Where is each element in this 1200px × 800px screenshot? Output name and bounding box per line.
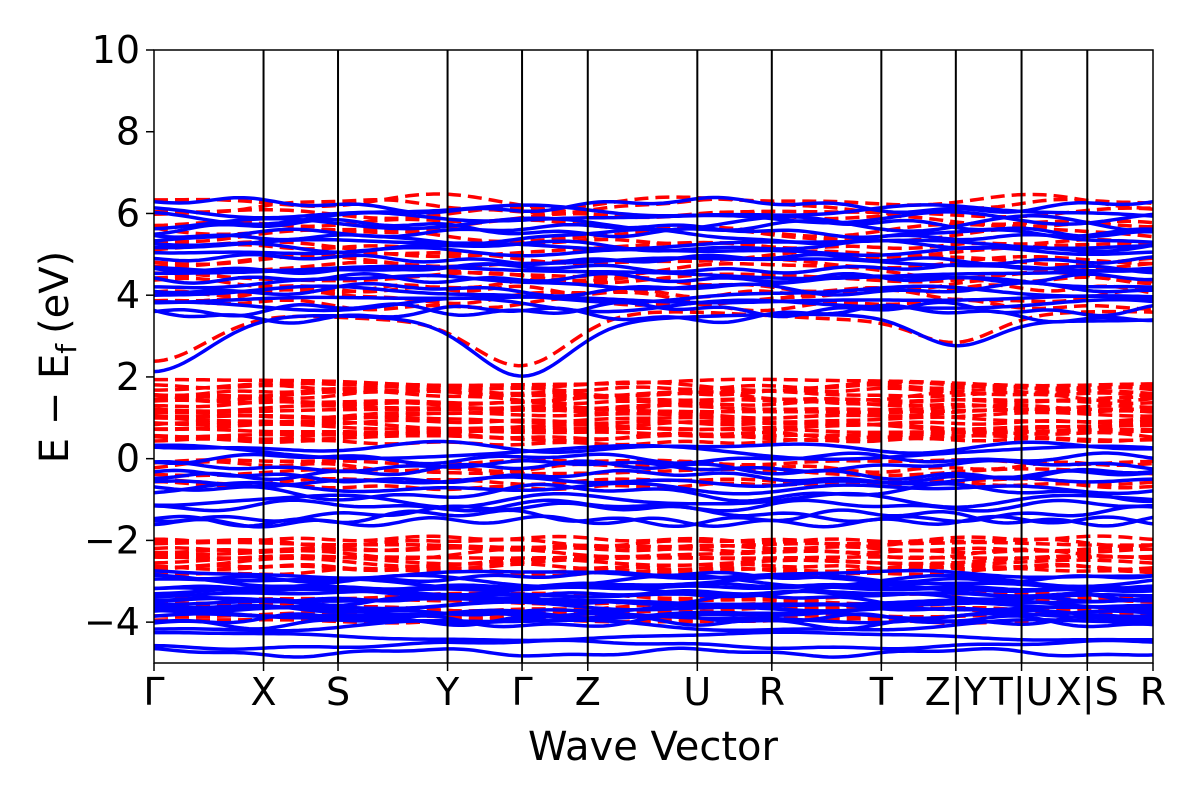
band-line-spin-up — [154, 271, 1153, 285]
y-tick-label: 2 — [116, 355, 140, 399]
x-tick-label: Z|Y — [925, 670, 988, 715]
y-ticks: −4 −2 0 2 4 6 8 10 — [84, 28, 154, 644]
band-line-spin-down — [154, 540, 1153, 550]
x-tick-label: U — [683, 670, 711, 714]
band-line-spin-up — [154, 237, 1153, 251]
band-line-spin-up — [154, 584, 1153, 594]
band-line-spin-up — [154, 482, 1153, 504]
band-line-spin-up — [154, 256, 1153, 273]
x-tick-label: X|S — [1056, 670, 1119, 715]
band-line-spin-up — [154, 630, 1153, 643]
band-line-spin-up — [154, 508, 1153, 529]
band-line-spin-up — [154, 439, 1153, 455]
x-tick-label: Z — [575, 670, 601, 714]
band-line-spin-up — [154, 459, 1153, 482]
band-line-spin-up — [154, 203, 1153, 220]
x-tick-label: T|U — [989, 670, 1054, 715]
y-tick-label: 10 — [92, 28, 140, 72]
y-axis-title: E − Ef (eV) — [32, 251, 83, 464]
band-line-spin-down — [154, 426, 1153, 435]
x-ticks: Γ X S Y Γ Z U R T Z|Y T|U X|S R — [143, 663, 1166, 715]
band-line-spin-up — [154, 284, 1153, 305]
band-line-spin-up — [154, 281, 1153, 298]
plot-frame — [153, 49, 1154, 664]
x-tick-label: X — [251, 670, 277, 714]
band-line-spin-down — [154, 377, 1153, 388]
x-tick-label: S — [326, 670, 350, 714]
band-line-spin-up — [154, 501, 1153, 524]
x-tick-label: R — [759, 670, 785, 714]
y-tick-label: −2 — [84, 518, 140, 562]
band-line-spin-up — [154, 214, 1153, 234]
band-line-spin-down — [154, 406, 1153, 415]
band-line-spin-up — [154, 638, 1153, 651]
k-point-lines — [262, 50, 1089, 663]
y-tick-label: 6 — [116, 191, 140, 235]
y-axis-title-subscript: f — [50, 343, 83, 354]
band-line-spin-up — [154, 312, 1153, 378]
bands-group — [154, 192, 1153, 659]
y-tick-label: −4 — [84, 600, 140, 644]
band-line-spin-up — [154, 296, 1153, 314]
y-tick-label: 8 — [116, 110, 140, 154]
x-tick-label: Γ — [143, 670, 164, 714]
x-tick-label: R — [1140, 670, 1166, 714]
x-tick-label: Γ — [511, 670, 532, 714]
band-line-spin-up — [154, 195, 1153, 215]
band-line-spin-up — [154, 238, 1153, 255]
band-line-spin-up — [154, 491, 1153, 509]
band-line-spin-up — [154, 602, 1153, 617]
y-tick-label: 4 — [116, 273, 140, 317]
band-line-spin-up — [154, 480, 1153, 496]
y-tick-label: 0 — [116, 437, 140, 481]
band-line-spin-up — [154, 222, 1153, 242]
band-line-spin-up — [154, 646, 1153, 659]
y-axis-title-main: E − E — [32, 354, 78, 464]
band-line-spin-down — [154, 555, 1153, 560]
band-line-spin-up — [154, 498, 1153, 513]
band-line-spin-up — [154, 568, 1153, 581]
x-tick-label: T — [869, 670, 894, 714]
y-axis-title-unit: (eV) — [32, 251, 78, 334]
band-line-spin-up — [154, 252, 1153, 266]
x-axis-title: Wave Vector — [528, 724, 779, 770]
x-tick-label: Y — [435, 670, 460, 714]
